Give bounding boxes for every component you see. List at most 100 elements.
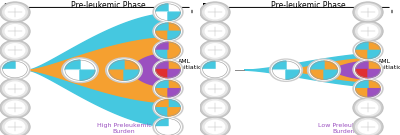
Circle shape: [353, 79, 383, 99]
Circle shape: [203, 4, 227, 20]
Wedge shape: [156, 50, 168, 59]
Circle shape: [272, 60, 300, 80]
Circle shape: [153, 98, 183, 118]
Wedge shape: [168, 80, 180, 89]
Wedge shape: [168, 89, 180, 97]
Wedge shape: [124, 70, 139, 80]
Circle shape: [353, 40, 383, 60]
Wedge shape: [310, 61, 324, 70]
Circle shape: [0, 79, 30, 99]
Circle shape: [308, 59, 340, 81]
Circle shape: [0, 59, 30, 80]
Wedge shape: [272, 61, 286, 70]
Circle shape: [353, 2, 383, 22]
Circle shape: [153, 79, 183, 99]
Circle shape: [355, 80, 381, 98]
Circle shape: [155, 80, 181, 98]
Wedge shape: [203, 70, 215, 78]
Polygon shape: [120, 54, 164, 86]
Text: A: A: [2, 3, 11, 13]
Circle shape: [0, 98, 30, 118]
Circle shape: [3, 80, 27, 97]
Wedge shape: [368, 50, 380, 59]
Wedge shape: [156, 108, 168, 116]
Wedge shape: [15, 61, 27, 70]
Circle shape: [358, 25, 378, 38]
Wedge shape: [65, 60, 80, 70]
Circle shape: [2, 61, 28, 78]
Circle shape: [203, 99, 227, 116]
Circle shape: [106, 58, 142, 82]
Wedge shape: [356, 42, 368, 50]
Wedge shape: [203, 61, 215, 70]
Circle shape: [205, 25, 225, 38]
Circle shape: [203, 42, 227, 59]
Wedge shape: [356, 80, 368, 89]
Wedge shape: [168, 4, 180, 12]
Wedge shape: [168, 119, 180, 127]
Wedge shape: [286, 61, 300, 70]
Circle shape: [355, 61, 381, 78]
Circle shape: [200, 21, 230, 41]
Circle shape: [270, 59, 302, 81]
Wedge shape: [156, 23, 168, 31]
Circle shape: [356, 4, 380, 20]
Text: AML
Initiation: AML Initiation: [178, 59, 206, 70]
Circle shape: [5, 101, 25, 114]
Wedge shape: [156, 42, 168, 50]
Wedge shape: [368, 80, 380, 89]
Wedge shape: [3, 61, 15, 70]
Text: B: B: [202, 3, 210, 13]
Circle shape: [353, 59, 383, 80]
Polygon shape: [28, 14, 164, 127]
Text: AML
Initiation: AML Initiation: [378, 59, 400, 70]
Circle shape: [200, 117, 230, 135]
Wedge shape: [356, 70, 368, 78]
Circle shape: [356, 99, 380, 116]
Text: Pre-leukemic Phase: Pre-leukemic Phase: [71, 1, 145, 10]
Wedge shape: [356, 61, 368, 70]
Circle shape: [200, 2, 230, 22]
Circle shape: [5, 44, 25, 57]
Wedge shape: [168, 50, 180, 59]
Circle shape: [205, 101, 225, 114]
Circle shape: [153, 117, 183, 135]
Polygon shape: [282, 59, 364, 82]
Wedge shape: [168, 108, 180, 116]
Circle shape: [3, 42, 27, 59]
Wedge shape: [156, 80, 168, 89]
Circle shape: [0, 40, 30, 60]
Polygon shape: [244, 54, 364, 86]
Wedge shape: [168, 23, 180, 31]
Wedge shape: [156, 119, 168, 127]
Text: Low Preleukemic
Burden: Low Preleukemic Burden: [318, 123, 370, 134]
Circle shape: [353, 98, 383, 118]
Circle shape: [64, 59, 96, 81]
Circle shape: [0, 2, 30, 22]
Wedge shape: [109, 70, 124, 80]
Circle shape: [353, 21, 383, 41]
Circle shape: [358, 120, 378, 134]
Wedge shape: [168, 61, 180, 70]
Circle shape: [200, 79, 230, 99]
Circle shape: [200, 98, 230, 118]
Circle shape: [355, 41, 381, 59]
Circle shape: [200, 59, 230, 80]
Wedge shape: [80, 60, 95, 70]
Circle shape: [200, 40, 230, 60]
Circle shape: [108, 59, 140, 81]
Wedge shape: [156, 4, 168, 12]
Wedge shape: [168, 70, 180, 78]
Circle shape: [356, 119, 380, 135]
Circle shape: [203, 23, 227, 40]
Wedge shape: [3, 70, 15, 78]
Wedge shape: [215, 70, 227, 78]
Circle shape: [358, 101, 378, 114]
Circle shape: [62, 58, 98, 82]
Circle shape: [153, 2, 183, 22]
Circle shape: [153, 40, 183, 60]
Circle shape: [3, 23, 27, 40]
Circle shape: [356, 23, 380, 40]
Circle shape: [202, 61, 228, 78]
Wedge shape: [124, 60, 139, 70]
